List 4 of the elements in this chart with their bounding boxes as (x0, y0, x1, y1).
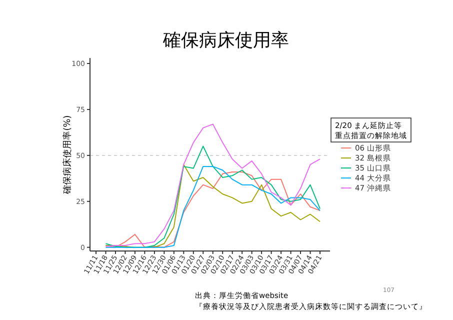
line-series (105, 124, 320, 247)
line-series (105, 146, 320, 248)
y-axis-title: 確保病床使用率(%) (62, 115, 73, 195)
chart-title: 確保病床使用率 (162, 30, 289, 51)
